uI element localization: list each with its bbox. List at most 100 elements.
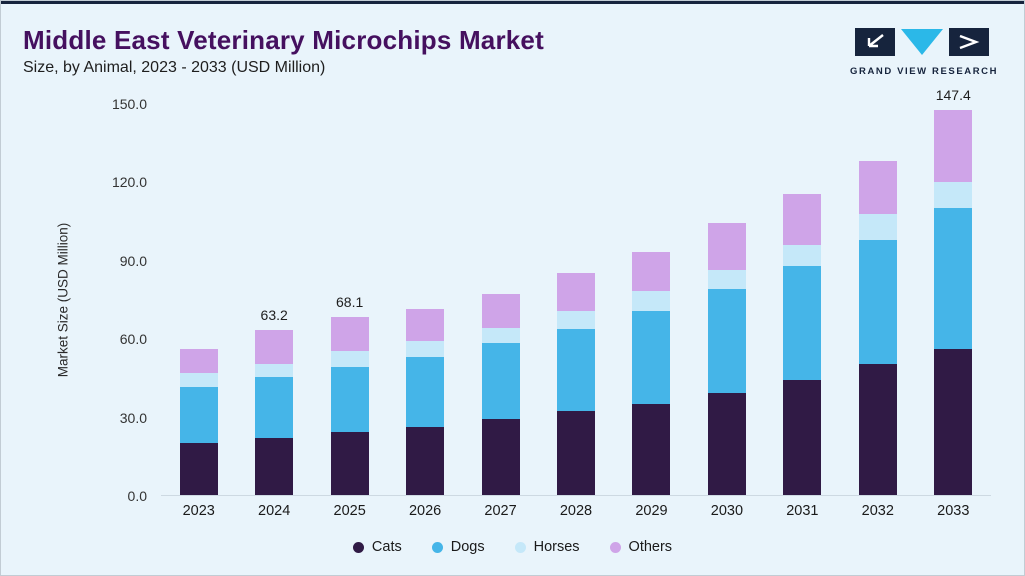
legend-item-horses: Horses: [514, 539, 580, 555]
bar-segment-others-2033: [934, 109, 973, 182]
bar-segment-cats-2031: [783, 380, 822, 495]
bar-segment-dogs-2025: [330, 367, 369, 433]
bar-segment-dogs-2030: [707, 288, 746, 394]
bar-segment-cats-2026: [406, 427, 445, 495]
y-tick-label: 30.0: [119, 409, 147, 426]
bar-segment-horses-2026: [406, 340, 445, 357]
legend-swatch-horses: [514, 541, 526, 553]
x-tick-label: 2029: [635, 503, 668, 519]
legend-item-dogs: Dogs: [431, 539, 485, 555]
stacked-bar-2024: [255, 329, 294, 495]
y-tick-label: 120.0: [111, 174, 147, 191]
bar-segment-horses-2030: [707, 270, 746, 289]
x-tick-label: 2028: [559, 503, 593, 519]
bar-segment-others-2024: [255, 329, 294, 365]
y-tick-label: 150.0: [111, 96, 147, 112]
bar-segment-cats-2030: [707, 393, 746, 495]
bar-group-2026: [387, 104, 462, 495]
x-tick-label: 2024: [258, 503, 291, 519]
stacked-bar-2025: [330, 317, 369, 495]
bar-segment-dogs-2029: [632, 310, 671, 404]
x-tick-label: 2033: [937, 503, 970, 519]
legend-label: Others: [628, 539, 673, 555]
stacked-bar-2026: [406, 309, 445, 495]
bar-segment-dogs-2026: [406, 356, 445, 428]
stacked-bar-2029: [632, 251, 671, 495]
bar-total-label: 63.2: [260, 306, 288, 323]
y-tick-label: 60.0: [119, 331, 147, 348]
bar-segment-others-2031: [783, 194, 822, 246]
bar-segment-others-2029: [632, 251, 671, 292]
y-axis-ticks: 0.0 30.0 60.0 90.0 120.0 150.0: [89, 96, 147, 504]
bar-segment-horses-2028: [556, 310, 595, 330]
bar-segment-others-2026: [406, 309, 445, 341]
stacked-bar-2023: [179, 348, 218, 495]
bar-segment-dogs-2024: [255, 377, 294, 438]
bar-segment-others-2025: [330, 317, 369, 352]
y-tick-label: 0.0: [127, 488, 147, 504]
bar-segment-dogs-2028: [556, 329, 595, 412]
legend-label: Horses: [533, 539, 580, 555]
bar-segment-others-2027: [481, 293, 520, 328]
bar-segment-horses-2024: [255, 364, 294, 378]
stacked-bar-2031: [783, 194, 822, 495]
x-tick-label: 2032: [861, 503, 894, 519]
bar-group-2025: 68.1: [312, 104, 387, 495]
plot-area: 63.2 68.1 147.4: [161, 87, 991, 496]
bar-segment-horses-2031: [783, 245, 822, 267]
grand-view-research-logo: GRAND VIEW RESEARCH: [850, 27, 998, 77]
bar-segment-cats-2024: [255, 437, 294, 495]
bar-segment-cats-2029: [632, 403, 671, 495]
bar-group-2024: 63.2: [236, 104, 311, 495]
bar-group-2032: [840, 104, 915, 495]
legend-item-others: Others: [609, 539, 673, 555]
bar-segment-others-2028: [556, 272, 595, 311]
bar-segment-horses-2025: [330, 351, 369, 368]
legend-item-cats: Cats: [352, 539, 402, 555]
bar-segment-dogs-2023: [179, 386, 218, 443]
bar-segment-cats-2033: [934, 348, 973, 495]
legend-label: Cats: [371, 539, 402, 555]
bar-segment-horses-2033: [934, 181, 973, 208]
x-tick-label: 2026: [408, 503, 442, 519]
logo-text: GRAND VIEW RESEARCH: [850, 66, 999, 77]
x-tick-label: 2027: [484, 503, 517, 519]
bar-group-2028: [538, 104, 613, 495]
bar-segment-dogs-2032: [858, 240, 897, 365]
stacked-bar-2030: [707, 223, 746, 495]
bar-total-label: 68.1: [336, 294, 364, 311]
legend: Cats Dogs Horses Others: [1, 539, 1024, 555]
bar-group-2027: [463, 104, 538, 495]
bar-segment-others-2030: [707, 223, 746, 271]
y-axis-label: Market Size (USD Million): [55, 222, 71, 378]
bar-segment-dogs-2033: [934, 207, 973, 349]
bar-group-2023: [161, 104, 236, 495]
stacked-bar-2033: [934, 109, 973, 495]
x-tick-label: 2030: [710, 503, 744, 519]
bar-segment-dogs-2027: [481, 343, 520, 420]
stacked-bar-2027: [481, 293, 520, 495]
bar-group-2030: [689, 104, 764, 495]
x-tick-label: 2031: [786, 503, 819, 519]
bar-segment-dogs-2031: [783, 266, 822, 380]
legend-swatch-others: [609, 541, 621, 553]
legend-swatch-dogs: [431, 541, 443, 553]
stacked-bar-2032: [858, 160, 897, 495]
bar-segment-others-2032: [858, 160, 897, 215]
bar-segment-cats-2028: [556, 411, 595, 495]
stacked-bar-2028: [556, 272, 595, 495]
bar-group-2033: 147.4: [916, 87, 991, 495]
top-accent-bar: [1, 1, 1024, 4]
bar-group-2029: [614, 104, 689, 495]
bar-segment-cats-2032: [858, 364, 897, 495]
legend-swatch-cats: [352, 541, 364, 553]
logo-icon: [855, 28, 989, 56]
x-axis-labels: 2023 2024 2025 2026 2027 2028 2029 2030 2031 2032…: [161, 503, 991, 519]
bar-segment-horses-2029: [632, 291, 671, 311]
x-tick-label: 2023: [182, 503, 215, 519]
bar-segment-horses-2027: [481, 327, 520, 344]
bar-segment-cats-2025: [330, 432, 369, 495]
x-tick-label: 2025: [333, 503, 366, 519]
bar-group-2031: [765, 104, 840, 495]
